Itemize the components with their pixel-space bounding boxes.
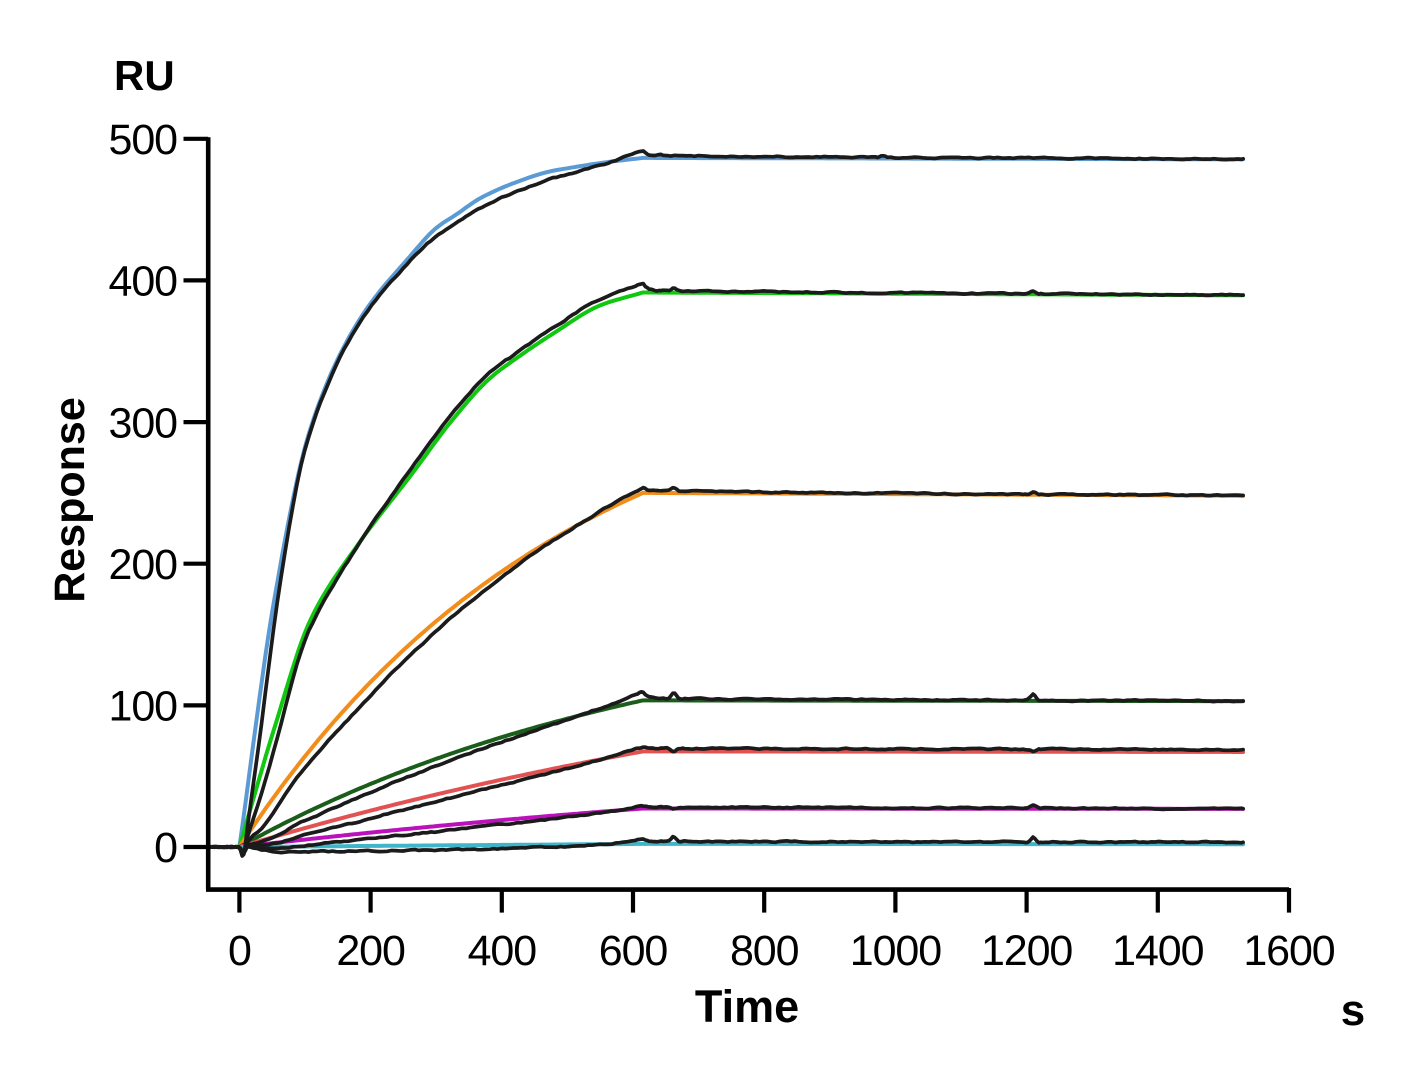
svg-text:RU: RU: [114, 52, 175, 99]
svg-text:800: 800: [730, 927, 799, 975]
svg-text:500: 500: [109, 116, 178, 164]
svg-text:1000: 1000: [850, 927, 941, 975]
svg-text:200: 200: [336, 927, 405, 975]
svg-text:400: 400: [109, 258, 178, 306]
svg-text:100: 100: [109, 683, 178, 731]
svg-text:1600: 1600: [1243, 927, 1334, 975]
svg-text:0: 0: [154, 824, 177, 872]
svg-text:Time: Time: [695, 981, 799, 1032]
svg-text:400: 400: [468, 927, 537, 975]
svg-text:Response: Response: [46, 397, 94, 603]
svg-text:s: s: [1341, 986, 1365, 1035]
svg-text:300: 300: [109, 399, 178, 447]
svg-text:1400: 1400: [1112, 927, 1203, 975]
svg-text:0: 0: [228, 927, 251, 975]
svg-text:200: 200: [109, 541, 178, 589]
svg-text:1200: 1200: [981, 927, 1072, 975]
svg-text:600: 600: [599, 927, 668, 975]
